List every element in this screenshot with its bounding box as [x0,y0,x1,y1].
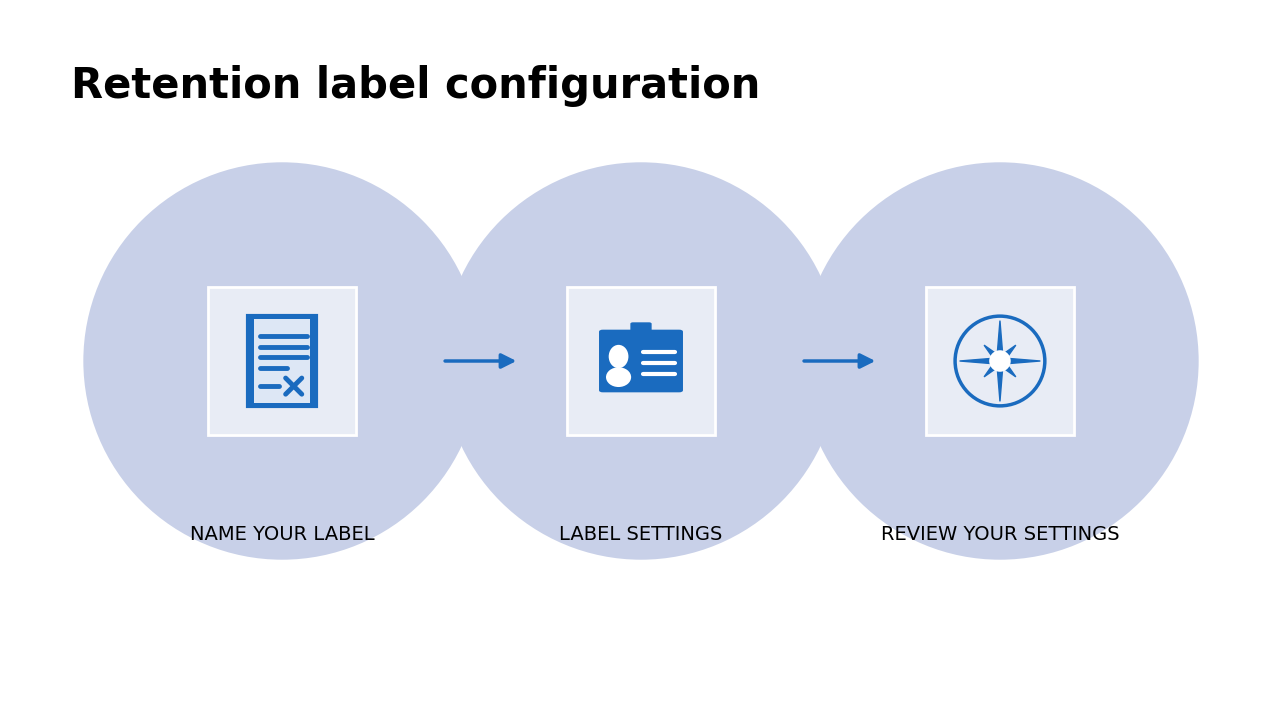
Text: REVIEW YOUR SETTINGS: REVIEW YOUR SETTINGS [881,525,1119,544]
FancyBboxPatch shape [926,287,1074,435]
FancyBboxPatch shape [631,322,651,336]
Ellipse shape [83,162,481,560]
Text: Retention label configuration: Retention label configuration [71,65,760,107]
FancyBboxPatch shape [599,330,683,392]
FancyBboxPatch shape [249,316,315,406]
FancyBboxPatch shape [567,287,715,435]
FancyBboxPatch shape [254,319,310,403]
Text: NAME YOUR LABEL: NAME YOUR LABEL [190,525,374,544]
Ellipse shape [801,162,1199,560]
Polygon shape [960,321,1041,401]
Ellipse shape [442,162,840,560]
Ellipse shape [990,350,1010,372]
Ellipse shape [609,345,628,368]
Ellipse shape [606,367,631,387]
Text: LABEL SETTINGS: LABEL SETTINGS [559,525,723,544]
FancyBboxPatch shape [208,287,356,435]
